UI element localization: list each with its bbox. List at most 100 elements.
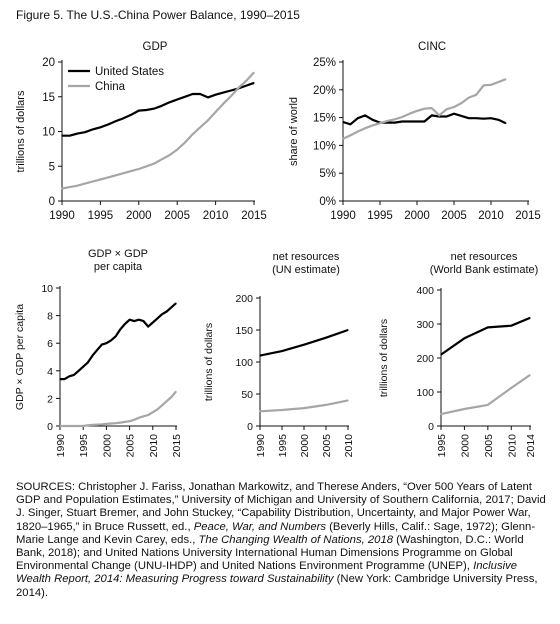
data-point: [69, 135, 71, 137]
x-tick-label: 1995: [88, 210, 114, 222]
data-point: [490, 84, 492, 86]
data-point: [349, 123, 351, 125]
y-tick-label: 2: [47, 393, 53, 405]
y-tick-label: 25%: [313, 57, 336, 69]
y-tick-label: 8: [47, 311, 53, 323]
data-point: [191, 133, 194, 135]
sources-title-2: The Changing Wealth of Nations, 2018: [198, 533, 394, 546]
data-point: [357, 117, 359, 119]
data-point: [497, 119, 499, 121]
data-point: [156, 317, 159, 319]
data-point: [91, 355, 94, 357]
data-point: [401, 116, 403, 118]
data-point: [105, 423, 107, 425]
series-china: [440, 374, 531, 416]
data-point: [61, 135, 63, 137]
data-point: [440, 413, 442, 415]
data-point: [115, 174, 117, 176]
y-tick-label: 200: [416, 353, 434, 365]
x-tick-label: 2005: [441, 210, 467, 222]
sources-title-3: Inclusive Wealth Report, 2014: Measuring…: [16, 560, 518, 586]
data-point: [105, 342, 107, 344]
y-axis-label: trillions of dollars: [15, 90, 27, 172]
data-point: [364, 127, 366, 129]
sources-label: SOURCES:: [16, 481, 76, 493]
x-tick-label: 2010: [343, 434, 355, 458]
data-point: [133, 419, 135, 421]
data-point: [259, 355, 261, 357]
data-point: [490, 117, 492, 119]
data-point: [76, 132, 78, 135]
data-point: [325, 337, 327, 339]
data-point: [191, 93, 194, 95]
data-point: [487, 326, 489, 328]
x-tick-label: 1990: [55, 434, 67, 458]
data-point: [166, 310, 168, 313]
data-point: [416, 120, 418, 123]
data-point: [245, 80, 247, 82]
series-us: [259, 328, 349, 357]
series-line: [259, 328, 349, 357]
x-tick-label: 1990: [255, 434, 267, 458]
data-point: [84, 183, 86, 185]
data-point: [431, 114, 433, 116]
chart-title: net resources: [273, 251, 340, 263]
data-point: [87, 361, 89, 364]
data-point: [115, 120, 117, 122]
data-point: [59, 378, 61, 380]
data-point: [101, 343, 103, 346]
data-point: [529, 374, 531, 376]
data-point: [161, 158, 163, 160]
data-point: [152, 411, 154, 413]
x-tick-label: 2005: [164, 210, 190, 222]
data-point: [423, 120, 425, 123]
legend-label: China: [95, 81, 126, 93]
data-point: [73, 374, 75, 376]
x-tick-label: 2005: [125, 434, 137, 458]
y-tick-label: 100: [235, 357, 253, 369]
data-point: [87, 424, 89, 426]
data-point: [119, 421, 121, 424]
data-point: [222, 91, 224, 94]
data-point: [342, 138, 344, 140]
data-point: [386, 122, 388, 124]
x-tick-label: 2010: [478, 210, 504, 222]
data-point: [281, 409, 283, 411]
data-point: [82, 425, 84, 427]
y-tick-label: 400: [416, 285, 434, 297]
x-tick-label: 2010: [203, 210, 229, 222]
sources-text-2: (Beverly Hills, Calif.: Sage, 1972); Gle…: [16, 520, 536, 546]
data-point: [115, 422, 117, 424]
x-tick-label: 2000: [459, 434, 471, 458]
sources-note: SOURCES: Christopher J. Fariss, Jonathan…: [16, 481, 546, 600]
data-point: [207, 96, 209, 99]
y-tick-label: 5: [49, 161, 55, 173]
data-point: [401, 120, 403, 123]
data-point: [325, 404, 327, 406]
data-point: [92, 180, 94, 183]
data-point: [76, 185, 78, 187]
data-point: [138, 110, 140, 112]
data-point: [505, 78, 507, 80]
data-point: [129, 319, 131, 321]
x-tick-label: 1995: [367, 210, 393, 222]
y-tick-label: 100: [416, 387, 434, 399]
data-point: [175, 302, 177, 304]
series-line: [440, 374, 531, 416]
data-point: [138, 417, 140, 419]
x-tick-label: 2000: [126, 210, 152, 222]
data-point: [446, 108, 448, 110]
data-point: [453, 113, 455, 115]
y-tick-label: 0: [47, 421, 53, 433]
data-point: [440, 354, 442, 356]
y-tick-label: 200: [235, 293, 253, 305]
data-point: [147, 414, 149, 416]
data-point: [463, 337, 466, 339]
x-tick-label: 2015: [171, 434, 183, 458]
data-point: [69, 186, 71, 188]
data-point: [122, 172, 125, 174]
y-tick-label: 10: [41, 283, 53, 295]
data-point: [379, 122, 381, 124]
